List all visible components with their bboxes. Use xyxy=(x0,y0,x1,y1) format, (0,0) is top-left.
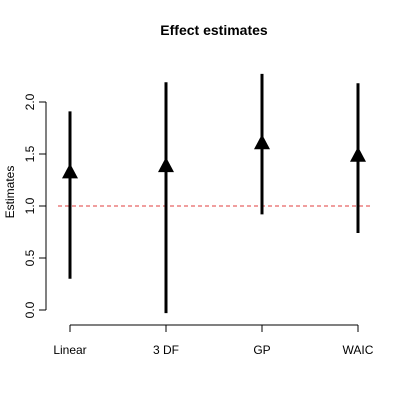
chart-title: Effect estimates xyxy=(160,22,268,38)
y-tick-label: 0.5 xyxy=(23,249,37,266)
y-tick-label: 2.0 xyxy=(23,93,37,110)
chart-marks xyxy=(62,73,366,314)
y-axis-label: Estimates xyxy=(3,166,17,219)
x-tick-label: Linear xyxy=(53,343,86,357)
x-tick-label: WAIC xyxy=(343,343,374,357)
y-tick-label: 0.0 xyxy=(23,301,37,318)
y-tick-label: 1.5 xyxy=(23,145,37,162)
estimate-marker xyxy=(350,146,366,162)
estimate-marker xyxy=(254,134,270,150)
y-tick-label: 1.0 xyxy=(23,197,37,214)
y-axis: 0.0 0.5 1.0 1.5 2.0 xyxy=(23,93,47,318)
x-tick-label: GP xyxy=(253,343,270,357)
estimate-marker xyxy=(62,163,78,179)
x-tick-label: 3 DF xyxy=(153,343,179,357)
x-axis: Linear 3 DF GP WAIC xyxy=(53,324,374,357)
estimate-marker xyxy=(158,157,174,173)
